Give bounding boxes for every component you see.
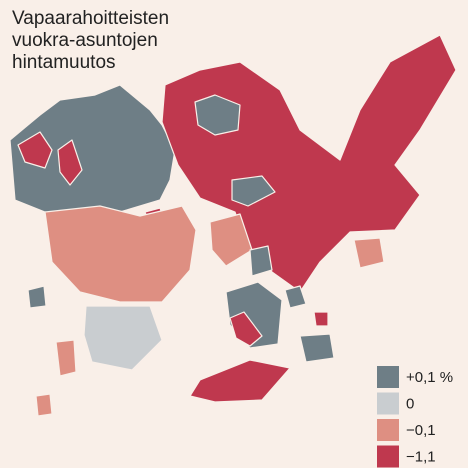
legend-swatch (377, 366, 399, 388)
map (9, 34, 457, 417)
title-line: hintamuutos (12, 52, 116, 73)
legend-swatch (377, 445, 399, 468)
legend-label: −0,1 (406, 422, 436, 439)
title: Vapaarahoitteistenvuokra-asuntojenhintam… (12, 8, 169, 73)
region (44, 205, 197, 303)
title-line: vuokra-asuntojen (12, 30, 158, 51)
region (35, 393, 53, 417)
region (249, 245, 273, 277)
legend-swatch (377, 419, 399, 441)
region (194, 94, 241, 136)
region (83, 305, 163, 371)
legend: +0,1 % 0 −0,1 −1,1 (377, 366, 453, 468)
region (313, 311, 329, 327)
legend-label: −1,1 (406, 448, 436, 465)
region (17, 131, 53, 169)
legend-label: +0,1 % (406, 369, 453, 386)
title-line: Vapaarahoitteisten (12, 8, 169, 29)
region (57, 139, 83, 186)
legend-swatch (377, 392, 399, 415)
region (231, 175, 276, 207)
region (353, 237, 385, 269)
legend-label: 0 (406, 395, 414, 412)
region (27, 285, 47, 309)
region (299, 333, 335, 363)
region (189, 359, 291, 403)
region (209, 213, 253, 267)
region (284, 285, 307, 309)
region (55, 339, 77, 377)
region (161, 34, 457, 293)
region (229, 311, 263, 347)
